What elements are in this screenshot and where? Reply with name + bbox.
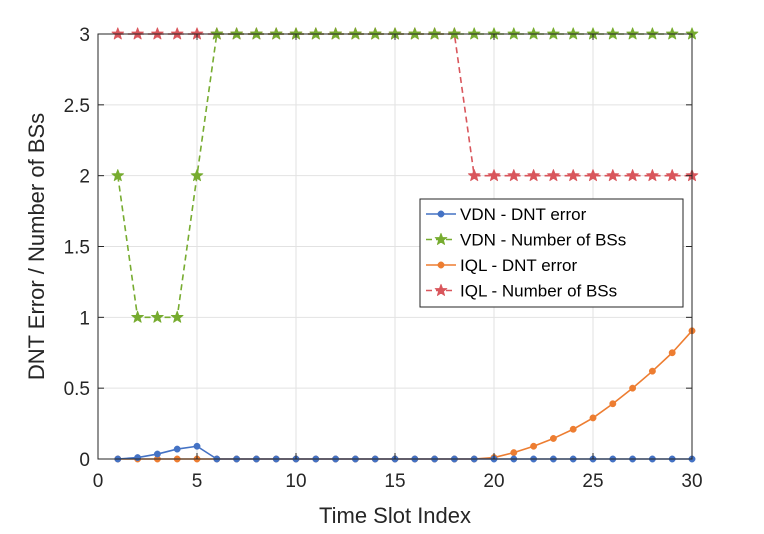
x-tick-label: 10: [285, 471, 306, 492]
data-point-vdn-number-of-bss: [448, 27, 461, 40]
x-tick-label: 5: [192, 471, 203, 492]
legend-label: VDN - DNT error: [460, 205, 587, 224]
legend-marker: [434, 232, 448, 245]
data-point-iql-dnt-error: [648, 367, 656, 375]
data-point-vdn-number-of-bss: [547, 27, 560, 40]
data-point-vdn-number-of-bss: [309, 27, 323, 40]
data-point-iql-dnt-error: [549, 435, 557, 442]
x-tick-label: 15: [384, 471, 405, 492]
data-point-iql-number-of-bss: [170, 27, 184, 40]
legend-label: IQL - Number of BSs: [460, 282, 617, 301]
data-point-iql-number-of-bss: [547, 169, 560, 182]
data-point-vdn-dnt-error: [193, 442, 201, 450]
data-point-iql-number-of-bss: [467, 169, 481, 182]
data-point-vdn-number-of-bss: [428, 27, 441, 40]
data-point-iql-number-of-bss: [527, 169, 540, 182]
data-point-vdn-number-of-bss: [190, 169, 204, 182]
data-point-iql-dnt-error: [530, 442, 538, 450]
data-point-vdn-number-of-bss: [210, 27, 224, 40]
legend-entry-vdn-number-of-bss: VDN - Number of BSs: [426, 231, 626, 250]
data-point-vdn-number-of-bss: [467, 27, 481, 40]
data-point-vdn-number-of-bss: [329, 27, 342, 40]
legend-marker: [437, 210, 445, 218]
data-point-iql-number-of-bss: [507, 169, 521, 182]
data-point-vdn-number-of-bss: [527, 27, 540, 40]
y-tick-label: 0.5: [64, 379, 90, 400]
data-point-vdn-number-of-bss: [250, 27, 263, 40]
data-point-iql-number-of-bss: [665, 169, 679, 182]
data-point-vdn-number-of-bss: [646, 27, 659, 40]
series-line-vdn-dnt-error: [117, 445, 692, 460]
data-point-iql-number-of-bss: [151, 27, 164, 40]
data-point-vdn-number-of-bss: [349, 27, 362, 40]
legend-marker: [434, 283, 448, 296]
data-point-vdn-number-of-bss: [151, 310, 164, 323]
data-point-iql-number-of-bss: [131, 27, 144, 40]
legend-entry-iql-number-of-bss: IQL - Number of BSs: [426, 282, 617, 301]
data-point-vdn-number-of-bss: [665, 27, 679, 40]
y-tick-label: 1.5: [64, 238, 90, 259]
legend-label: VDN - Number of BSs: [460, 231, 626, 250]
series-vdn-number-of-bss: [111, 27, 699, 323]
data-point-iql-number-of-bss: [646, 169, 659, 182]
series-iql-dnt-error: [114, 327, 696, 463]
legend: VDN - DNT error VDN - Number of BSs IQL - …: [419, 198, 684, 308]
series-line-iql-dnt-error: [117, 330, 693, 460]
legend-entry-iql-dnt-error: IQL - DNT error: [426, 256, 577, 275]
data-point-iql-number-of-bss: [111, 27, 125, 40]
axis-ticks: 0 5 10 15 20 25 30 0 0.5 1 1.5 2 2.5 3: [64, 25, 703, 492]
y-tick-label: 0: [79, 450, 90, 471]
data-point-iql-dnt-error: [510, 449, 518, 457]
data-point-iql-dnt-error: [668, 349, 676, 357]
data-point-vdn-dnt-error: [134, 454, 142, 462]
data-point-vdn-number-of-bss: [170, 310, 184, 323]
data-point-vdn-number-of-bss: [230, 27, 243, 40]
data-point-vdn-number-of-bss: [269, 27, 283, 40]
data-point-vdn-number-of-bss: [566, 27, 580, 40]
y-tick-label: 2: [79, 167, 90, 188]
data-point-vdn-dnt-error: [173, 445, 181, 453]
data-point-iql-number-of-bss: [487, 169, 501, 182]
data-point-iql-number-of-bss: [606, 169, 620, 182]
y-axis-label: DNT Error / Number of BSs: [24, 113, 49, 380]
legend-box: [419, 198, 684, 308]
x-tick-label: 25: [582, 471, 603, 492]
data-point-vdn-number-of-bss: [507, 27, 521, 40]
data-point-vdn-number-of-bss: [131, 310, 144, 323]
y-tick-label: 3: [79, 25, 90, 46]
x-axis-label: Time Slot Index: [319, 503, 471, 528]
data-point-iql-number-of-bss: [586, 169, 600, 182]
data-point-iql-dnt-error: [629, 384, 637, 392]
x-tick-label: 30: [681, 471, 702, 492]
legend-entry-vdn-dnt-error: VDN - DNT error: [426, 205, 587, 224]
data-point-vdn-number-of-bss: [408, 27, 422, 40]
data-point-iql-number-of-bss: [626, 169, 639, 182]
y-tick-label: 1: [79, 308, 90, 329]
series-line-vdn-number-of-bss: [117, 33, 692, 319]
x-tick-label: 0: [93, 471, 104, 492]
data-point-vdn-number-of-bss: [626, 27, 639, 40]
data-point-iql-dnt-error: [589, 414, 597, 422]
data-point-vdn-number-of-bss: [111, 169, 125, 182]
data-point-iql-dnt-error: [609, 400, 617, 408]
legend-label: IQL - DNT error: [460, 256, 577, 275]
x-tick-label: 20: [483, 471, 504, 492]
data-point-vdn-number-of-bss: [368, 27, 382, 40]
data-point-vdn-number-of-bss: [606, 27, 620, 40]
data-point-iql-dnt-error: [569, 425, 577, 433]
data-point-vdn-dnt-error: [153, 450, 161, 458]
data-point-iql-number-of-bss: [566, 169, 580, 182]
legend-marker: [437, 261, 445, 269]
y-tick-label: 2.5: [64, 96, 90, 117]
